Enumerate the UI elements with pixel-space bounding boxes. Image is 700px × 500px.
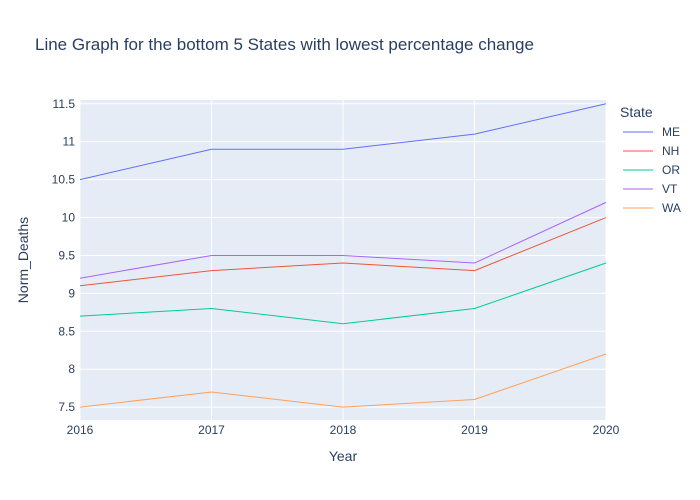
data-point[interactable] bbox=[473, 398, 477, 402]
data-point[interactable] bbox=[341, 261, 345, 265]
legend[interactable]: State ME NH OR VT WA bbox=[620, 104, 681, 215]
x-tick-label: 2016 bbox=[67, 423, 94, 437]
data-point[interactable] bbox=[341, 405, 345, 409]
series-nh bbox=[78, 216, 608, 288]
x-tick-label: 2018 bbox=[330, 423, 357, 437]
x-tick-label: 2017 bbox=[198, 423, 225, 437]
data-point[interactable] bbox=[604, 352, 608, 356]
y-tick-label: 8.5 bbox=[58, 324, 75, 338]
series-line-or[interactable] bbox=[79, 262, 607, 325]
data-point[interactable] bbox=[210, 253, 214, 257]
series-line-nh[interactable] bbox=[79, 217, 607, 287]
data-point[interactable] bbox=[210, 269, 214, 273]
data-point[interactable] bbox=[210, 307, 214, 311]
series-me bbox=[78, 102, 608, 182]
series-line-me[interactable] bbox=[79, 103, 607, 181]
x-axis-ticks: 2016 2017 2018 2019 2020 bbox=[67, 423, 620, 437]
data-point[interactable] bbox=[473, 261, 477, 265]
data-point[interactable] bbox=[78, 276, 82, 280]
data-point[interactable] bbox=[341, 322, 345, 326]
legend-item-me[interactable]: ME bbox=[623, 125, 680, 139]
legend-label: NH bbox=[662, 144, 679, 158]
data-point[interactable] bbox=[210, 147, 214, 151]
data-point[interactable] bbox=[473, 132, 477, 136]
series-wa bbox=[78, 352, 608, 409]
data-point[interactable] bbox=[341, 147, 345, 151]
chart-title: Line Graph for the bottom 5 States with … bbox=[35, 35, 534, 54]
series-line-wa[interactable] bbox=[79, 353, 607, 408]
legend-label: VT bbox=[662, 182, 678, 196]
y-tick-label: 9 bbox=[68, 286, 75, 300]
y-tick-label: 11.5 bbox=[53, 97, 76, 111]
data-point[interactable] bbox=[341, 253, 345, 257]
y-tick-label: 11 bbox=[63, 135, 76, 149]
data-point[interactable] bbox=[78, 314, 82, 318]
y-tick-label: 10.5 bbox=[52, 173, 76, 187]
legend-item-or[interactable]: OR bbox=[623, 163, 680, 177]
data-point[interactable] bbox=[210, 390, 214, 394]
x-tick-label: 2019 bbox=[461, 423, 488, 437]
data-point[interactable] bbox=[604, 216, 608, 220]
series-lines bbox=[78, 102, 608, 409]
gridlines bbox=[79, 100, 607, 420]
y-tick-label: 8 bbox=[68, 362, 75, 376]
legend-label: OR bbox=[662, 163, 680, 177]
y-tick-label: 9.5 bbox=[58, 248, 75, 262]
data-point[interactable] bbox=[473, 307, 477, 311]
data-point[interactable] bbox=[78, 178, 82, 182]
legend-label: WA bbox=[662, 201, 681, 215]
legend-item-vt[interactable]: VT bbox=[623, 182, 678, 196]
series-or bbox=[78, 261, 608, 326]
data-point[interactable] bbox=[78, 405, 82, 409]
series-vt bbox=[78, 200, 608, 280]
y-axis-ticks: 7.5 8 8.5 9 9.5 10 10.5 11 11.5 bbox=[52, 97, 76, 414]
data-point[interactable] bbox=[473, 269, 477, 273]
y-tick-label: 10 bbox=[62, 211, 76, 225]
y-tick-label: 7.5 bbox=[58, 400, 75, 414]
data-point[interactable] bbox=[604, 261, 608, 265]
data-point[interactable] bbox=[78, 284, 82, 288]
data-point[interactable] bbox=[604, 102, 608, 106]
y-axis-title: Norm_Deaths bbox=[15, 217, 31, 303]
series-line-vt[interactable] bbox=[79, 201, 607, 279]
x-tick-label: 2020 bbox=[593, 423, 620, 437]
data-point[interactable] bbox=[604, 200, 608, 204]
legend-title: State bbox=[620, 104, 653, 120]
x-axis-title: Year bbox=[329, 448, 358, 464]
legend-item-nh[interactable]: NH bbox=[623, 144, 679, 158]
legend-item-wa[interactable]: WA bbox=[623, 201, 681, 215]
legend-label: ME bbox=[662, 125, 680, 139]
